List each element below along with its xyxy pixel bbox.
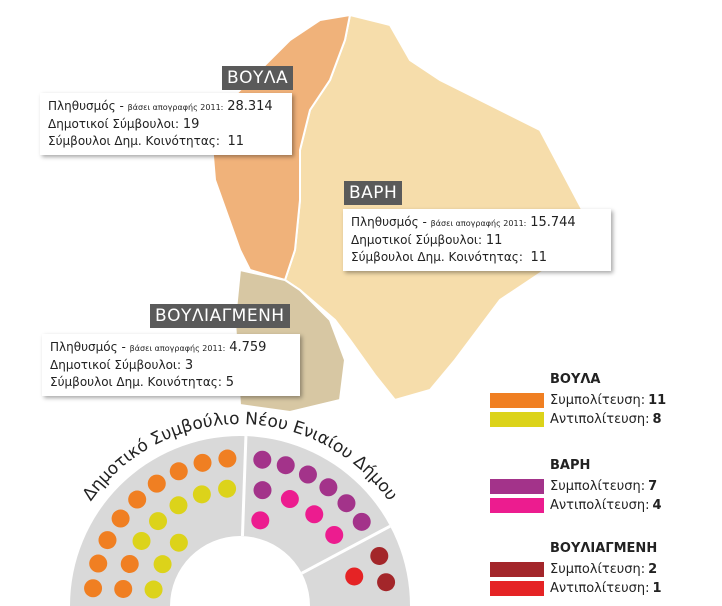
seat [89, 554, 108, 573]
seat [153, 555, 172, 574]
swatch [490, 581, 544, 596]
info-box: Πληθυσμός - βάσει απογραφής 2011: 4.759 … [42, 334, 300, 396]
legend-row: Αντιπολίτευση: 4 [490, 496, 662, 515]
seat [98, 531, 117, 550]
legend-title: ΒΑΡΗ [550, 458, 591, 473]
seat [120, 554, 139, 573]
swatch [490, 498, 544, 513]
seat [128, 490, 147, 509]
value: 15.744 [530, 215, 576, 230]
legend-value: 7 [648, 479, 658, 494]
value: 11 [530, 250, 548, 265]
legend-value: 8 [652, 412, 662, 427]
note: βάσει απογραφής 2011: [127, 103, 224, 112]
value: 5 [225, 375, 234, 390]
seat [193, 453, 212, 472]
legend-value: 1 [652, 581, 662, 596]
legend-label: Αντιπολίτευση: [550, 412, 650, 427]
legend-group: ΒΟΥΛΙΑΓΜΕΝΗ Συμπολίτευση: 2 Αντιπολίτευση: 1 [490, 541, 662, 598]
label: Πληθυσμός - [50, 340, 126, 354]
label: Πληθυσμός - [48, 99, 124, 113]
seat [111, 509, 130, 528]
label: Σύμβουλοι Δημ. Κοινότητας: [48, 134, 220, 148]
seat [370, 546, 389, 565]
seat [114, 579, 133, 598]
seat [345, 567, 364, 586]
label: Σύμβουλοι Δημ. Κοινότητας: [50, 375, 222, 389]
seat [352, 512, 371, 531]
legend-value: 2 [648, 562, 658, 577]
seat [84, 579, 103, 598]
legend-label: Συμπολίτευση: [550, 393, 646, 408]
legend-title: ΒΟΥΛΙΑΓΜΕΝΗ [550, 541, 658, 556]
seat [251, 511, 270, 530]
seat [169, 462, 188, 481]
separator [240, 436, 248, 537]
seat [192, 485, 211, 504]
region-tag: ΒΟΥΛΙΑΓΜΕΝΗ [150, 304, 290, 328]
legend-label: Συμπολίτευση: [550, 562, 646, 577]
seat [149, 512, 168, 531]
label: Δημοτικοί Σύμβουλοι: [48, 117, 180, 131]
legend-row: Αντιπολίτευση: 8 [490, 410, 666, 429]
legend-row: Αντιπολίτευση: 1 [490, 579, 662, 598]
label: Δημοτικοί Σύμβουλοι: [50, 358, 182, 372]
label: Πληθυσμός - [351, 215, 427, 229]
legend-row: Συμπολίτευση: 2 [490, 560, 662, 579]
swatch [490, 479, 544, 494]
legend-title: ΒΟΥΛΑ [550, 372, 601, 387]
seat [144, 580, 163, 599]
council-center [178, 544, 302, 606]
legend-label: Αντιπολίτευση: [550, 581, 650, 596]
legend-row: Συμπολίτευση: 11 [490, 391, 666, 410]
swatch [490, 393, 544, 408]
seat [253, 481, 272, 500]
seat [325, 525, 344, 544]
seat [169, 533, 188, 552]
legend-group: ΒΑΡΗ Συμπολίτευση: 7 Αντιπολίτευση: 4 [490, 458, 662, 515]
seat [280, 490, 299, 509]
region-tag: ΒΑΡΗ [344, 181, 403, 205]
legend-label: Συμπολίτευση: [550, 479, 646, 494]
seat [253, 450, 272, 469]
seat [377, 573, 396, 592]
value: 11 [485, 233, 503, 248]
seat [337, 494, 356, 513]
label: Σύμβουλοι Δημ. Κοινότητας: [351, 250, 523, 264]
legend-group: ΒΟΥΛΑ Συμπολίτευση: 11 Αντιπολίτευση: 8 [490, 372, 666, 429]
info-box: Πληθυσμός - βάσει απογραφής 2011: 15.744… [343, 209, 611, 271]
info-box: Πληθυσμός - βάσει απογραφής 2011: 28.314… [40, 93, 292, 155]
legend-value: 11 [648, 393, 667, 408]
seat [276, 456, 295, 475]
seat [132, 531, 151, 550]
value: 11 [227, 134, 245, 149]
value: 19 [182, 117, 200, 132]
separator [301, 524, 391, 575]
seat [319, 478, 338, 497]
seat [305, 505, 324, 524]
note: βάσει απογραφής 2011: [430, 219, 527, 228]
value: 3 [184, 358, 194, 373]
label: Δημοτικοί Σύμβουλοι: [351, 233, 483, 247]
seat [169, 496, 188, 515]
legend-row: Συμπολίτευση: 7 [490, 477, 662, 496]
seat [298, 465, 317, 484]
seat [218, 449, 237, 468]
seat [147, 474, 166, 493]
swatch [490, 412, 544, 427]
seat [218, 479, 237, 498]
swatch [490, 562, 544, 577]
note: βάσει απογραφής 2011: [129, 344, 226, 353]
value: 4.759 [229, 340, 267, 355]
value: 28.314 [227, 99, 273, 114]
council-chart: Δημοτικό Συμβούλιο Νέου Ενιαίου Δήμου [70, 409, 410, 606]
legend-value: 4 [652, 498, 662, 513]
region-tag: ΒΟΥΛΑ [222, 66, 294, 90]
legend-label: Αντιπολίτευση: [550, 498, 650, 513]
